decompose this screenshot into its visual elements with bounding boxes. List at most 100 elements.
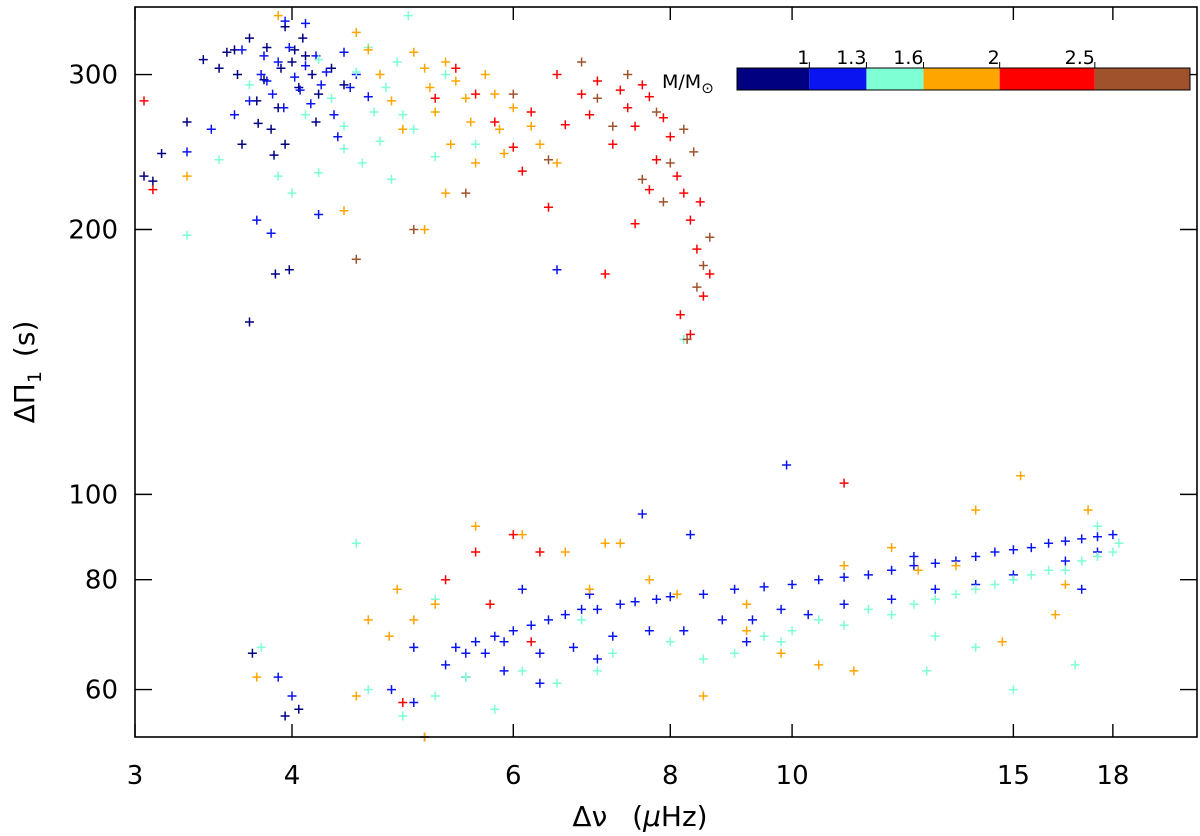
data-point xyxy=(490,631,500,641)
data-point xyxy=(675,310,685,320)
data-point xyxy=(863,604,873,614)
data-point xyxy=(717,615,727,625)
data-point xyxy=(776,637,786,647)
data-point xyxy=(139,171,149,181)
data-point xyxy=(930,558,940,568)
data-point xyxy=(803,610,813,620)
data-point xyxy=(839,620,849,630)
data-point xyxy=(1050,610,1060,620)
data-point xyxy=(508,530,518,540)
data-point xyxy=(695,197,705,207)
data-point xyxy=(535,648,545,658)
data-point xyxy=(508,142,518,152)
data-point xyxy=(730,584,740,594)
data-point xyxy=(577,89,587,99)
data-point xyxy=(705,232,715,242)
data-point xyxy=(499,149,509,158)
data-point xyxy=(623,103,633,113)
data-point xyxy=(409,642,419,652)
data-point xyxy=(1108,530,1118,540)
data-point xyxy=(471,139,481,149)
data-point xyxy=(526,121,536,131)
data-point xyxy=(552,70,562,79)
data-point xyxy=(233,70,242,79)
data-point xyxy=(535,678,545,688)
data-point xyxy=(403,11,413,21)
data-point xyxy=(441,57,451,67)
data-point xyxy=(139,96,149,106)
data-point xyxy=(357,158,367,168)
data-point xyxy=(863,570,873,580)
data-point xyxy=(441,70,451,79)
data-point xyxy=(951,589,961,599)
data-point xyxy=(552,158,562,168)
data-point xyxy=(273,672,283,682)
data-point xyxy=(665,592,675,602)
data-point xyxy=(387,685,396,695)
data-point xyxy=(776,648,786,658)
data-point xyxy=(298,33,308,43)
data-point xyxy=(375,70,385,79)
y-tick-label: 200 xyxy=(68,215,118,245)
x-tick-label: 10 xyxy=(776,761,809,791)
data-point xyxy=(290,45,300,55)
data-point xyxy=(461,672,471,682)
data-point xyxy=(839,572,849,582)
data-point xyxy=(307,70,317,79)
data-point xyxy=(262,76,272,86)
data-point xyxy=(214,63,224,73)
data-point xyxy=(198,55,208,65)
y-tick-label: 300 xyxy=(68,61,118,91)
data-point xyxy=(560,610,570,620)
data-point xyxy=(535,547,545,557)
data-point xyxy=(922,666,932,676)
data-point xyxy=(592,654,602,664)
data-point xyxy=(1108,547,1118,557)
data-point xyxy=(485,599,495,609)
data-point xyxy=(284,43,294,52)
data-point xyxy=(381,83,391,92)
data-point xyxy=(420,63,430,73)
colorbar-title-main: M/M xyxy=(662,71,701,93)
data-point xyxy=(652,107,661,117)
data-point xyxy=(679,124,689,134)
data-point xyxy=(270,269,280,279)
data-point xyxy=(266,228,276,238)
data-point xyxy=(157,149,167,158)
y-tick-label: 80 xyxy=(85,566,118,596)
data-point xyxy=(430,599,440,609)
data-point xyxy=(679,626,689,636)
data-point xyxy=(351,67,361,77)
colorbar-segment xyxy=(923,68,1000,90)
data-point xyxy=(499,666,509,676)
data-point xyxy=(247,648,257,658)
data-point xyxy=(577,57,587,67)
data-point xyxy=(508,103,518,113)
data-point xyxy=(490,89,500,99)
data-point xyxy=(814,615,824,625)
data-point xyxy=(615,85,625,95)
data-point xyxy=(787,580,797,589)
data-point xyxy=(398,711,408,721)
data-point xyxy=(409,124,419,134)
data-point xyxy=(363,615,373,625)
data-point xyxy=(451,63,461,73)
colorbar-tick-label: 1 xyxy=(797,47,809,69)
y-axis-title-main: ΔΠ xyxy=(8,383,41,423)
data-point xyxy=(363,92,373,102)
data-point xyxy=(461,93,471,103)
data-point xyxy=(971,552,981,561)
data-point xyxy=(345,83,355,92)
data-point xyxy=(333,132,343,142)
data-point xyxy=(887,565,897,575)
data-point xyxy=(517,666,527,676)
data-point xyxy=(495,124,504,134)
data-point xyxy=(839,599,849,609)
x-tick-label: 4 xyxy=(284,761,301,791)
data-point xyxy=(630,121,640,131)
data-point xyxy=(471,547,481,557)
data-point xyxy=(526,107,536,117)
data-point xyxy=(592,666,602,676)
data-point xyxy=(682,334,692,344)
data-point xyxy=(206,124,216,134)
